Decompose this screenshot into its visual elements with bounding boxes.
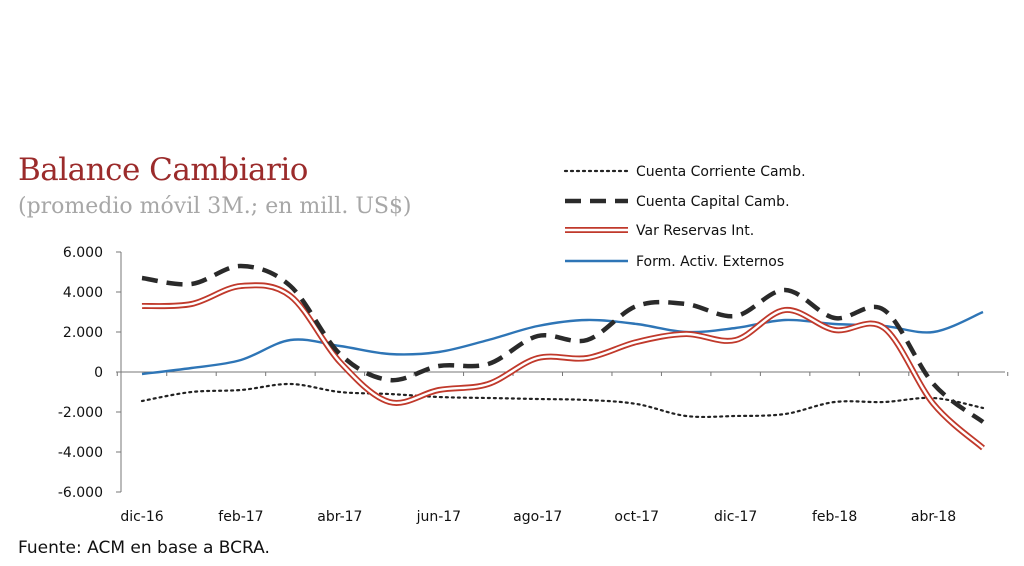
- legend-item-var-reservas-int: Var Reservas Int.: [565, 223, 754, 239]
- x-tick-label: feb-18: [812, 509, 857, 525]
- chart-lines: [140, 263, 985, 451]
- y-tick-label: 2.000: [63, 325, 103, 341]
- legend-item-cuenta-capital-camb: Cuenta Capital Camb.: [565, 194, 790, 210]
- series-cuenta-corriente-camb: [140, 382, 985, 419]
- series-line-var-reservas-int-inner: [141, 284, 984, 449]
- series-var-reservas-int: [141, 282, 985, 451]
- legend-label: Cuenta Capital Camb.: [636, 194, 790, 210]
- series-line-form-activ-externos: [141, 310, 984, 376]
- series-line-cuenta-capital-camb: [141, 263, 985, 424]
- chart-legend: Cuenta Corriente Camb. Cuenta Capital Cam…: [563, 164, 806, 270]
- y-tick-label: -4.000: [58, 445, 103, 461]
- chart-title: Balance Cambiario: [18, 152, 308, 188]
- x-tick-label: jun-17: [416, 509, 462, 525]
- x-tick-label: ago-17: [513, 509, 562, 525]
- series-line-cuenta-corriente-camb: [140, 382, 985, 419]
- y-tick-label: -6.000: [58, 485, 103, 501]
- y-tick-label: 0: [94, 365, 103, 381]
- x-tick-label: feb-17: [218, 509, 263, 525]
- chart-subtitle: (promedio móvil 3M.; en mill. US$): [18, 194, 412, 219]
- x-tick-label: oct-17: [614, 509, 659, 525]
- series-cuenta-capital-camb: [141, 263, 985, 424]
- legend-label: Form. Activ. Externos: [636, 254, 784, 270]
- y-tick-label: 6.000: [63, 245, 103, 261]
- legend-item-cuenta-corriente-camb: Cuenta Corriente Camb.: [563, 164, 806, 180]
- x-tick-label: abr-18: [911, 509, 956, 525]
- y-tick-label: 4.000: [63, 285, 103, 301]
- x-tick-label: dic-16: [120, 509, 163, 525]
- chart-axes: 6.000 4.000 2.000 0 -2.000 -4.000 -6.000 dic-16…: [58, 245, 1009, 525]
- legend-label: Var Reservas Int.: [636, 223, 754, 239]
- x-tick-label: abr-17: [317, 509, 362, 525]
- series-line-var-reservas-int-outer: [141, 282, 985, 451]
- x-tick-label: dic-17: [714, 509, 757, 525]
- y-tick-label: -2.000: [58, 405, 103, 421]
- series-form-activ-externos: [141, 310, 984, 376]
- legend-label: Cuenta Corriente Camb.: [636, 164, 806, 180]
- legend-item-form-activ-externos: Form. Activ. Externos: [565, 254, 784, 270]
- source-note: Fuente: ACM en base a BCRA.: [18, 538, 270, 558]
